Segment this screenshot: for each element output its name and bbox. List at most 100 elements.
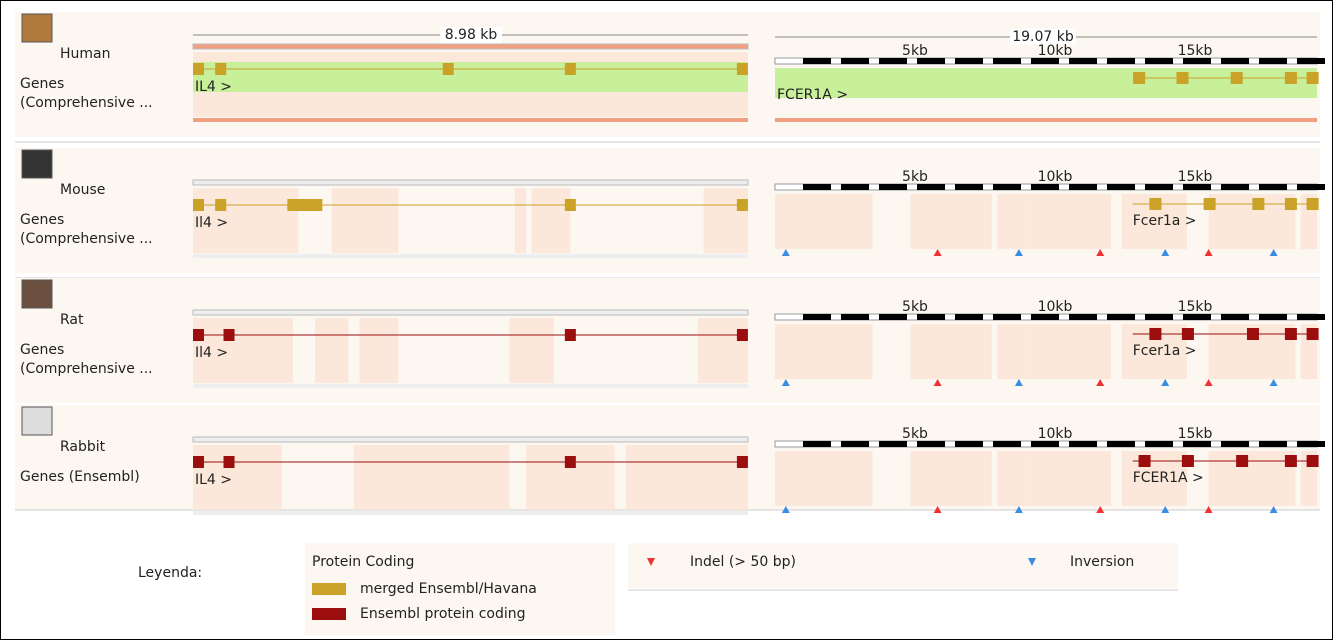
gene-label: IL4 > xyxy=(195,472,232,488)
exon xyxy=(193,329,204,341)
ruler-dash xyxy=(1221,58,1249,64)
track-label: (Comprehensive ... xyxy=(20,95,153,111)
ruler-dash xyxy=(1069,58,1097,64)
ruler-tick: 10kb xyxy=(1038,299,1073,315)
ruler-dash xyxy=(1259,58,1287,64)
exon xyxy=(1231,72,1243,84)
exon xyxy=(1252,198,1264,210)
ruler-tick: 10kb xyxy=(1038,426,1073,442)
align-block xyxy=(911,451,992,506)
ruler-tick: 5kb xyxy=(902,299,928,315)
ruler-dash xyxy=(1107,314,1135,320)
ruler-bottom xyxy=(193,511,748,515)
gene-label: FCER1A > xyxy=(777,87,848,103)
legend-item: Inversion xyxy=(1070,554,1134,570)
species-icon xyxy=(22,280,52,308)
align-block xyxy=(532,188,571,253)
ruler-dash xyxy=(955,441,983,447)
track-label: Genes xyxy=(20,342,64,358)
align-block xyxy=(1209,194,1296,249)
align-block xyxy=(526,445,615,510)
align-block xyxy=(1030,194,1111,249)
align-block xyxy=(509,318,553,383)
ruler-bottom xyxy=(193,384,748,388)
ruler-dash xyxy=(1107,184,1135,190)
ruler-tick: 5kb xyxy=(902,426,928,442)
ruler-dash xyxy=(993,441,1021,447)
legend-item: Ensembl protein coding xyxy=(360,606,526,622)
track-label: Genes xyxy=(20,212,64,228)
gene-label: Fcer1a > xyxy=(1133,343,1197,359)
gene-label: Il4 > xyxy=(195,215,228,231)
align-block xyxy=(775,194,873,249)
align-block xyxy=(775,451,873,506)
align-block xyxy=(515,188,526,253)
exon xyxy=(215,199,226,211)
align-block xyxy=(332,188,399,253)
align-block xyxy=(354,445,509,510)
exon xyxy=(1133,72,1145,84)
align-block xyxy=(997,194,1030,249)
gene-label: Fcer1a > xyxy=(1133,213,1197,229)
ruler-tick: 15kb xyxy=(1178,426,1213,442)
ruler-dash xyxy=(841,441,869,447)
exon xyxy=(1182,328,1194,340)
exon xyxy=(215,63,226,75)
page: HumanGenes(Comprehensive ...8.98 kbIL4 >… xyxy=(0,0,1333,640)
ruler-tick: 15kb xyxy=(1178,43,1213,59)
legend-swatch xyxy=(312,583,346,595)
track-label: (Comprehensive ... xyxy=(20,231,153,247)
legend-title: Leyenda: xyxy=(138,565,202,581)
ruler-dash xyxy=(1107,441,1135,447)
ruler-dash xyxy=(1297,58,1325,64)
ruler-dash xyxy=(1221,184,1249,190)
ruler-tick: 5kb xyxy=(902,43,928,59)
legend-swatch xyxy=(312,608,346,620)
exon xyxy=(1285,198,1297,210)
ruler-dash xyxy=(1145,58,1173,64)
exon xyxy=(565,63,576,75)
species-name: Rat xyxy=(60,312,84,328)
ruler-dash xyxy=(1259,314,1287,320)
ruler-bottom xyxy=(193,254,748,258)
align-block xyxy=(775,324,873,379)
align-block xyxy=(704,188,748,253)
ruler-dash xyxy=(1069,314,1097,320)
ruler-dash xyxy=(1145,184,1173,190)
exon xyxy=(1182,455,1194,467)
ruler xyxy=(193,44,748,49)
exon xyxy=(737,456,748,468)
ruler-dash xyxy=(1107,58,1135,64)
ruler-tick: 5kb xyxy=(902,169,928,185)
ruler-bottom xyxy=(775,118,1317,122)
ruler-dash xyxy=(803,314,831,320)
exon xyxy=(1149,198,1161,210)
track-label: Genes xyxy=(20,76,64,92)
ruler-dash xyxy=(1259,441,1287,447)
exon xyxy=(224,329,235,341)
track-label: (Comprehensive ... xyxy=(20,361,153,377)
exon xyxy=(737,63,748,75)
ruler-dash xyxy=(1069,441,1097,447)
legend-item: merged Ensembl/Havana xyxy=(360,581,537,597)
species-name: Rabbit xyxy=(60,439,106,455)
ruler-dash xyxy=(1221,441,1249,447)
exon xyxy=(1307,455,1319,467)
exon xyxy=(193,63,204,75)
exon xyxy=(443,63,454,75)
gene-label: Il4 > xyxy=(195,345,228,361)
species-icon xyxy=(22,407,52,435)
align-block xyxy=(997,451,1030,506)
align-block xyxy=(626,445,748,510)
ruler xyxy=(193,310,748,315)
align-block xyxy=(1209,451,1296,506)
species-icon xyxy=(22,14,52,42)
align-block xyxy=(1030,451,1111,506)
align-block xyxy=(911,324,992,379)
ruler-dash xyxy=(1259,184,1287,190)
exon xyxy=(1177,72,1189,84)
ruler-tick: 10kb xyxy=(1038,43,1073,59)
ruler-dash xyxy=(803,58,831,64)
ruler-dash xyxy=(803,184,831,190)
exon xyxy=(1307,198,1319,210)
